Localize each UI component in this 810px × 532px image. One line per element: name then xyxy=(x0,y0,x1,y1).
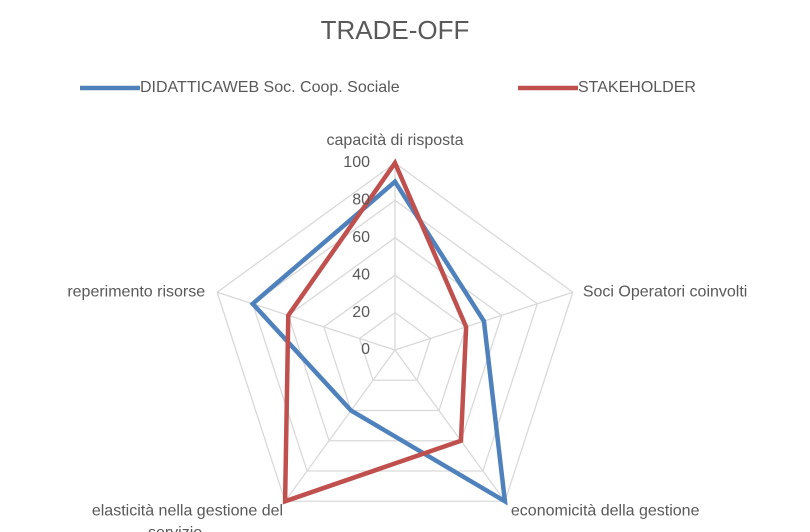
series-line xyxy=(282,158,469,505)
y-tick-label: 40 xyxy=(352,266,370,283)
y-tick-label: 0 xyxy=(361,341,370,358)
legend-label: DIDATTICAWEB Soc. Coop. Sociale xyxy=(140,79,400,96)
grid-line xyxy=(358,311,432,381)
grid-line xyxy=(251,199,539,472)
y-tick-label: 80 xyxy=(352,192,370,209)
category-label-line: elasticità nella gestione del xyxy=(92,503,283,520)
y-tick-label: 100 xyxy=(343,154,370,171)
grid-line xyxy=(216,162,574,502)
series-line xyxy=(249,178,508,506)
category-label: Soci Operatori coinvolti xyxy=(583,283,748,300)
category-label-line: servizio xyxy=(148,525,202,532)
category-label: capacità di risposta xyxy=(327,132,464,149)
legend-label: STAKEHOLDER xyxy=(578,79,696,96)
axis-spoke xyxy=(216,291,396,351)
category-label: reperimento risorse xyxy=(67,283,205,300)
grid-line xyxy=(287,236,503,442)
chart-title: TRADE-OFF xyxy=(321,15,470,45)
grid-line xyxy=(323,274,467,412)
category-label: elasticità nella gestione del servizio xyxy=(92,503,283,532)
y-tick-label: 60 xyxy=(352,229,370,246)
category-label: economicità della gestione xyxy=(511,503,700,520)
axis-spoke xyxy=(284,349,396,502)
y-tick-label: 20 xyxy=(352,304,370,321)
axis-spoke xyxy=(394,349,506,502)
